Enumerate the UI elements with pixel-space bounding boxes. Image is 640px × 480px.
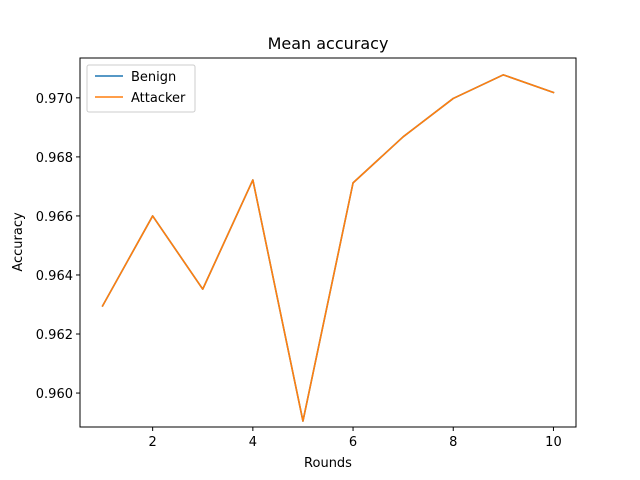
x-axis-label: Rounds	[304, 456, 352, 471]
plot-frame	[79, 57, 577, 428]
series-line-benign	[101, 74, 555, 422]
legend-label-benign: Benign	[131, 70, 176, 85]
x-tick-label: 4	[249, 435, 257, 450]
y-tick-label: 0.968	[36, 151, 73, 166]
y-tick-label: 0.970	[36, 92, 73, 107]
series-layer	[101, 74, 555, 422]
legend: Benign Attacker	[86, 64, 196, 113]
series-line-attacker	[101, 74, 555, 422]
y-axis-label: Accuracy	[11, 212, 26, 272]
x-tick-label: 8	[449, 435, 457, 450]
y-tick-label: 0.962	[36, 328, 73, 343]
chart-title: Mean accuracy	[268, 34, 389, 53]
y-tick-label: 0.960	[36, 387, 73, 402]
x-tick-label: 6	[349, 435, 357, 450]
y-tick-label: 0.966	[36, 210, 73, 225]
x-tick-label: 10	[545, 435, 562, 450]
y-tick-label: 0.964	[36, 269, 73, 284]
x-axis-ticks: 2 4 6 8 10	[149, 427, 562, 450]
legend-label-attacker: Attacker	[131, 91, 186, 106]
y-axis-ticks: 0.960 0.962 0.964 0.966 0.968 0.970	[36, 92, 80, 402]
x-tick-label: 2	[149, 435, 157, 450]
